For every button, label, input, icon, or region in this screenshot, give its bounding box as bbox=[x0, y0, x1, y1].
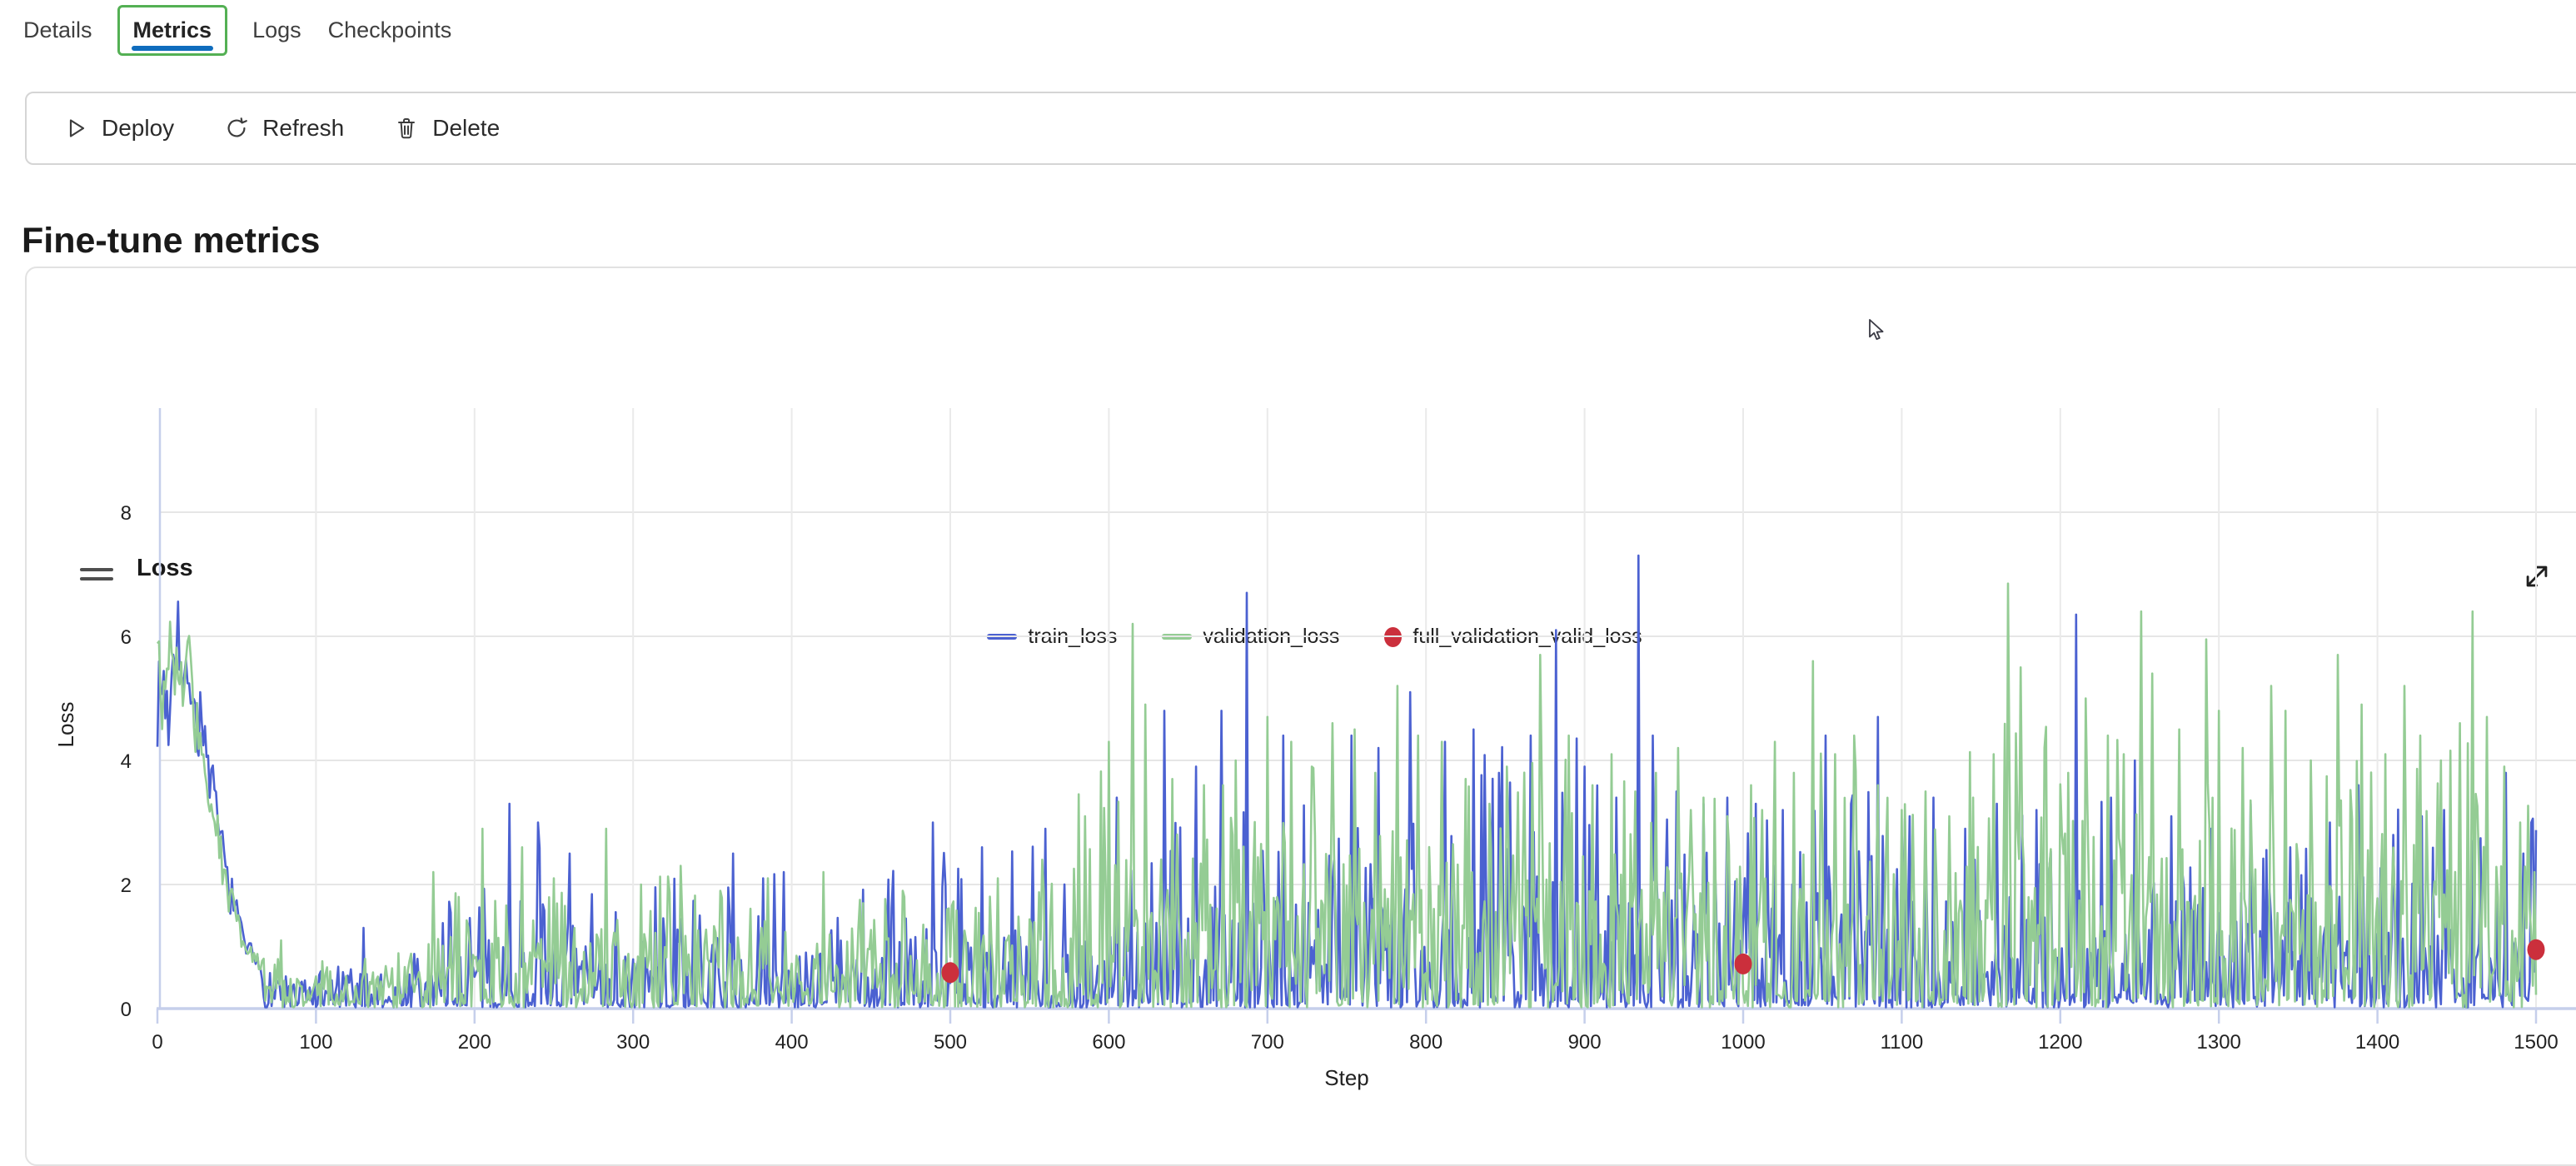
deploy-button[interactable]: Deploy bbox=[38, 102, 199, 154]
delete-icon bbox=[394, 116, 419, 141]
svg-text:1000: 1000 bbox=[1721, 1031, 1765, 1054]
svg-text:4: 4 bbox=[121, 750, 132, 773]
svg-text:1400: 1400 bbox=[2355, 1031, 2399, 1054]
tab-checkpoints[interactable]: Checkpoints bbox=[327, 17, 452, 42]
button-label: Delete bbox=[432, 115, 501, 141]
svg-text:200: 200 bbox=[458, 1031, 491, 1054]
command-toolbar: Deploy Refresh Delete bbox=[25, 92, 2576, 165]
play-icon bbox=[63, 116, 88, 141]
fine-tune-job-page: { "tabs": { "items": [ {"label": "Detail… bbox=[0, 5, 2576, 1166]
svg-text:2: 2 bbox=[121, 874, 132, 897]
button-label: Deploy bbox=[102, 115, 175, 141]
button-label: Refresh bbox=[262, 115, 345, 141]
mouse-cursor bbox=[1868, 318, 1890, 347]
svg-text:1100: 1100 bbox=[1881, 1031, 1924, 1054]
svg-text:1500: 1500 bbox=[2514, 1031, 2558, 1054]
chart-title: Loss bbox=[137, 555, 193, 581]
refresh-icon bbox=[224, 116, 249, 141]
loss-chart-card: Loss train_loss validation_loss full_valid… bbox=[25, 267, 2576, 1166]
svg-text:6: 6 bbox=[121, 626, 132, 649]
drag-handle-icon[interactable] bbox=[80, 568, 113, 583]
svg-text:800: 800 bbox=[1409, 1031, 1442, 1054]
svg-text:1200: 1200 bbox=[2038, 1031, 2082, 1054]
tab-details[interactable]: Details bbox=[23, 17, 92, 42]
svg-text:900: 900 bbox=[1568, 1031, 1602, 1054]
delete-button[interactable]: Delete bbox=[369, 102, 525, 154]
tab-logs[interactable]: Logs bbox=[252, 17, 301, 42]
svg-text:300: 300 bbox=[616, 1031, 650, 1054]
svg-text:1300: 1300 bbox=[2197, 1031, 2241, 1054]
svg-text:0: 0 bbox=[152, 1031, 162, 1054]
svg-text:100: 100 bbox=[299, 1031, 332, 1054]
refresh-button[interactable]: Refresh bbox=[199, 102, 369, 154]
svg-text:500: 500 bbox=[934, 1031, 967, 1054]
svg-text:600: 600 bbox=[1092, 1031, 1125, 1054]
svg-text:8: 8 bbox=[121, 502, 132, 525]
tab-metrics[interactable]: Metrics bbox=[117, 5, 228, 56]
page-title: Fine-tune metrics bbox=[22, 220, 321, 261]
svg-text:700: 700 bbox=[1251, 1031, 1284, 1054]
svg-text:Step: Step bbox=[1324, 1065, 1369, 1090]
tab-bar: Details Metrics Logs Checkpoints bbox=[22, 5, 476, 56]
svg-text:Loss: Loss bbox=[53, 702, 78, 748]
loss-chart[interactable]: 0 100 200 300 400 500 600 700 800 900 1000 1100 1200… bbox=[0, 391, 2576, 1118]
svg-text:0: 0 bbox=[121, 999, 132, 1021]
svg-text:400: 400 bbox=[775, 1031, 809, 1054]
